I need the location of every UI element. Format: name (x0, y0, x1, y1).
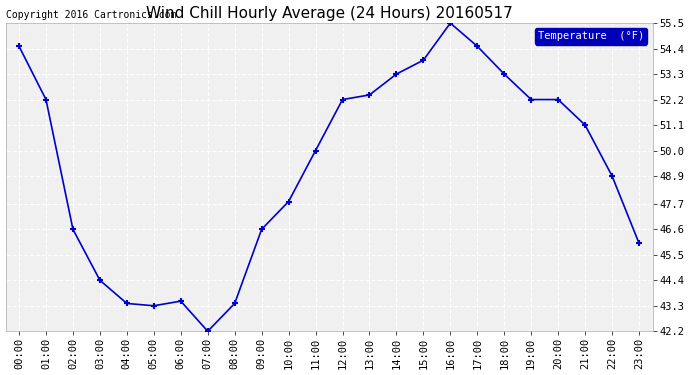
Title: Wind Chill Hourly Average (24 Hours) 20160517: Wind Chill Hourly Average (24 Hours) 201… (146, 6, 513, 21)
Text: Copyright 2016 Cartronics.com: Copyright 2016 Cartronics.com (6, 10, 176, 20)
Legend: Temperature  (°F): Temperature (°F) (535, 28, 647, 45)
